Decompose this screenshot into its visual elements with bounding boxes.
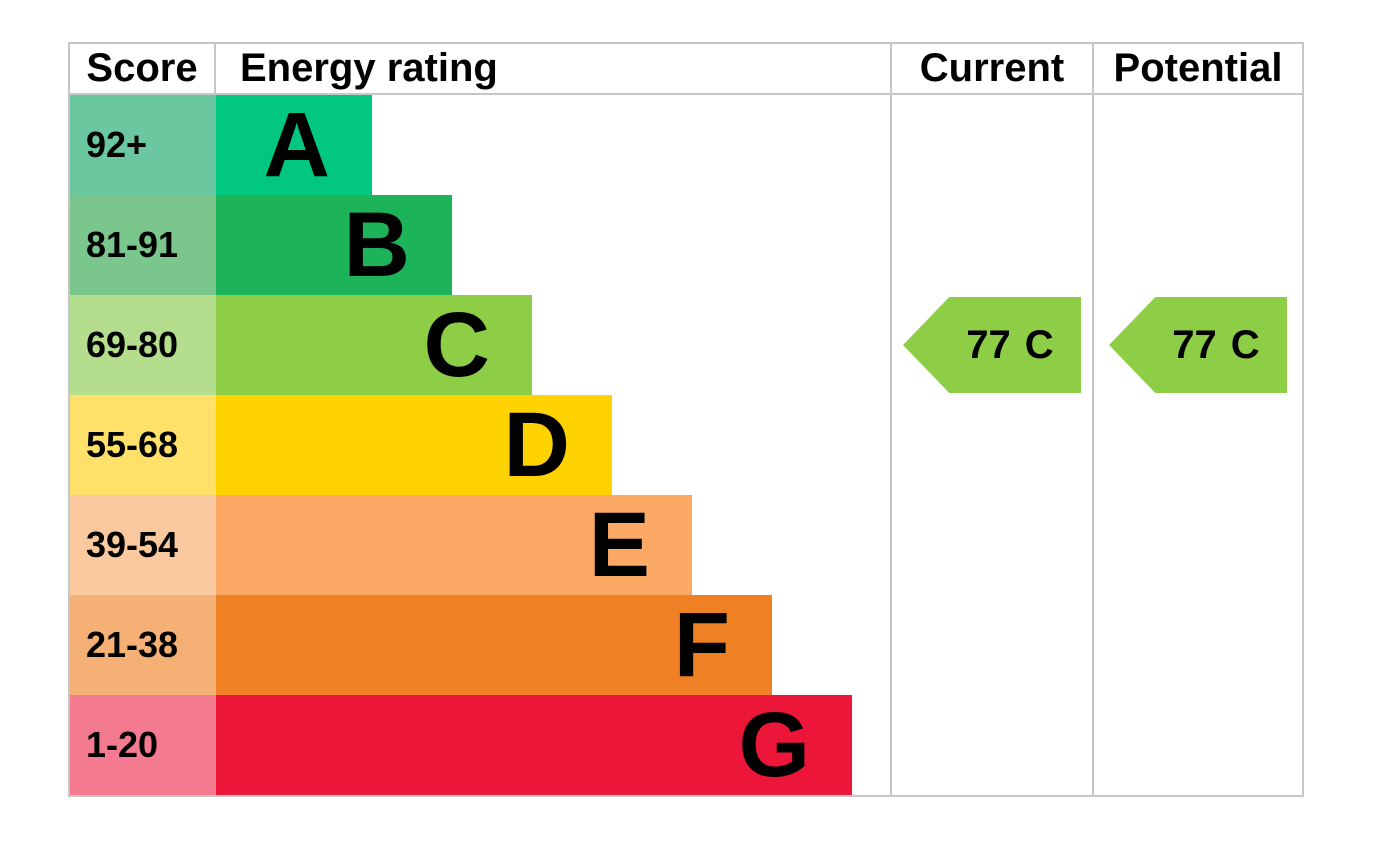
score-range-label: 55-68 <box>86 424 179 465</box>
potential-column-cell <box>1092 595 1302 695</box>
band-bar-a: A <box>216 95 372 195</box>
current-column-cell <box>890 95 1092 195</box>
score-range-f: 21-38 <box>70 595 216 695</box>
potential-column-cell <box>1092 195 1302 295</box>
score-range-a: 92+ <box>70 95 216 195</box>
rating-value: 77 <box>1172 322 1217 367</box>
potential-column-cell <box>1092 495 1302 595</box>
current-column-cell <box>890 395 1092 495</box>
band-letter: D <box>503 394 570 496</box>
band-bar-e: E <box>216 495 692 595</box>
header-energy-rating: Energy rating <box>216 44 890 95</box>
rating-value: 77 <box>966 322 1011 367</box>
header-score: Score <box>70 44 216 95</box>
energy-band-row-a: A <box>216 95 890 195</box>
score-range-label: 39-54 <box>86 524 179 565</box>
current-column-cell: 77 C <box>890 295 1092 395</box>
score-range-c: 69-80 <box>70 295 216 395</box>
current-column-cell <box>890 195 1092 295</box>
current-column-cell <box>890 495 1092 595</box>
band-letter: E <box>588 494 650 596</box>
energy-band-row-e: E <box>216 495 890 595</box>
band-bar-b: B <box>216 195 452 295</box>
score-range-label: 69-80 <box>86 324 179 365</box>
score-range-d: 55-68 <box>70 395 216 495</box>
band-letter: C <box>423 294 490 396</box>
band-bar-f: F <box>216 595 772 695</box>
current-column-cell <box>890 595 1092 695</box>
potential-rating-arrow: 77 C <box>1109 297 1287 393</box>
potential-column-cell <box>1092 395 1302 495</box>
energy-band-row-d: D <box>216 395 890 495</box>
potential-column-cell: 77 C <box>1092 295 1302 395</box>
score-range-g: 1-20 <box>70 695 216 795</box>
epc-chart: Score Energy rating Current Potential 92… <box>68 42 1304 797</box>
score-range-label: 1-20 <box>86 724 159 765</box>
header-current: Current <box>890 44 1092 95</box>
band-letter: A <box>263 94 330 196</box>
current-column-cell <box>890 695 1092 795</box>
rating-letter: C <box>1024 322 1054 367</box>
band-bar-g: G <box>216 695 852 795</box>
band-letter: F <box>673 594 730 696</box>
current-rating-arrow: 77 C <box>903 297 1081 393</box>
score-range-label: 81-91 <box>86 224 179 265</box>
band-letter: G <box>738 694 810 796</box>
score-range-label: 21-38 <box>86 624 179 665</box>
score-range-label: 92+ <box>86 124 148 165</box>
band-bar-d: D <box>216 395 612 495</box>
band-bar-c: C <box>216 295 532 395</box>
energy-band-row-b: B <box>216 195 890 295</box>
header-potential: Potential <box>1092 44 1302 95</box>
potential-column-cell <box>1092 695 1302 795</box>
band-letter: B <box>343 194 410 296</box>
potential-column-cell <box>1092 95 1302 195</box>
rating-letter: C <box>1230 322 1260 367</box>
score-range-e: 39-54 <box>70 495 216 595</box>
energy-band-row-f: F <box>216 595 890 695</box>
score-range-b: 81-91 <box>70 195 216 295</box>
energy-band-row-c: C <box>216 295 890 395</box>
energy-band-row-g: G <box>216 695 890 795</box>
